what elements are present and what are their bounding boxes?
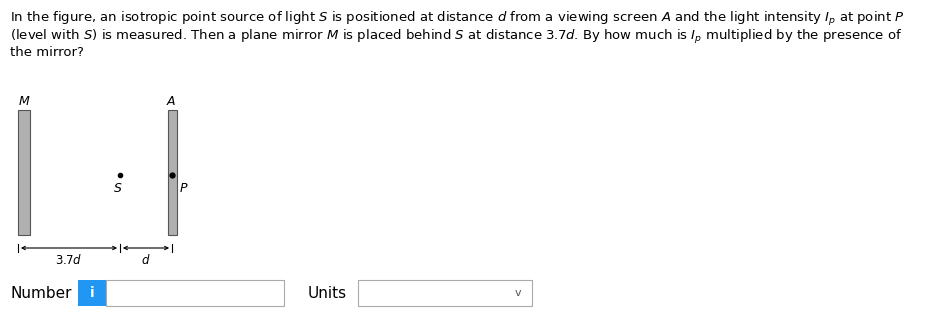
- Bar: [18, 110, 30, 235]
- Bar: [358, 280, 531, 306]
- Text: In the figure, an isotropic point source of light $S$ is positioned at distance : In the figure, an isotropic point source…: [10, 10, 904, 28]
- Text: Units: Units: [308, 286, 347, 300]
- Bar: [168, 110, 177, 235]
- Text: $A$: $A$: [166, 95, 176, 108]
- Text: Number: Number: [10, 286, 71, 300]
- Text: $M$: $M$: [18, 95, 31, 108]
- Text: the mirror?: the mirror?: [10, 46, 83, 59]
- Bar: [106, 280, 284, 306]
- Text: $P$: $P$: [179, 182, 188, 195]
- Bar: [78, 280, 106, 306]
- Text: i: i: [90, 286, 95, 300]
- Text: 3.7$d$: 3.7$d$: [56, 253, 83, 267]
- Text: $d$: $d$: [141, 253, 150, 267]
- Text: $S$: $S$: [113, 182, 122, 195]
- Text: (level with $S$) is measured. Then a plane mirror $M$ is placed behind $S$ at di: (level with $S$) is measured. Then a pla…: [10, 28, 901, 46]
- Text: v: v: [514, 288, 521, 298]
